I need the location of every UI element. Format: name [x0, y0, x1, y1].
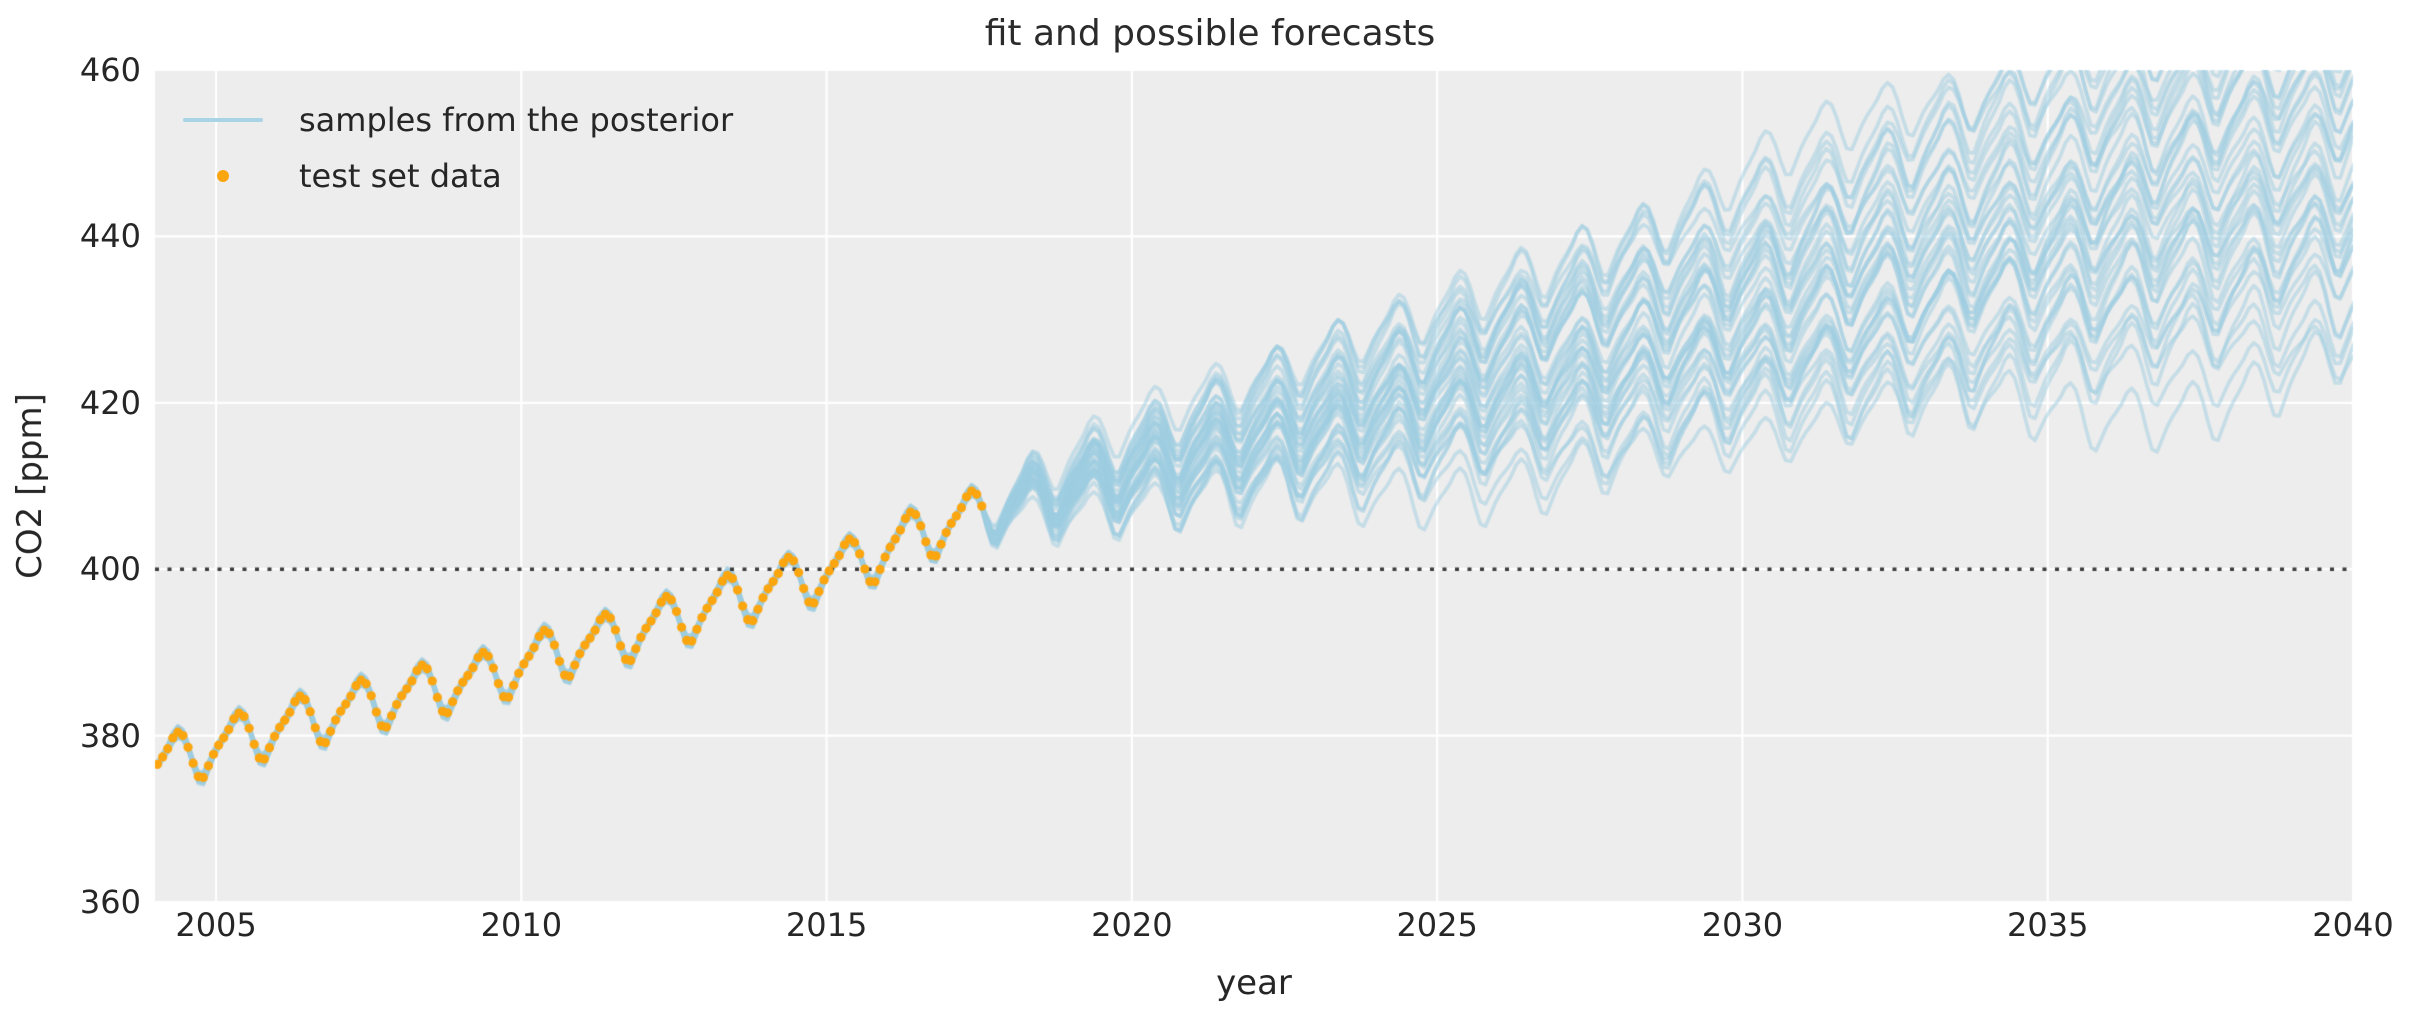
x-tick-label: 2015 [785, 906, 868, 944]
legend: samples from the posterior test set data [183, 92, 733, 204]
x-tick-label: 2020 [1091, 906, 1173, 944]
test-data-dot-swatch-box [183, 170, 263, 182]
y-tick-label: 440 [79, 217, 141, 256]
x-tick-label: 2025 [1396, 906, 1478, 944]
x-tick-label: 2035 [2007, 906, 2089, 944]
posterior-line-swatch [183, 118, 263, 122]
y-tick-label: 460 [79, 51, 141, 89]
y-tick-label: 400 [79, 550, 141, 589]
test-data-dot-swatch [217, 170, 229, 182]
x-tick-label: 2030 [1701, 906, 1784, 944]
y-tick-label: 360 [79, 883, 141, 921]
legend-item-posterior: samples from the posterior [183, 92, 733, 148]
y-tick-label: 380 [79, 716, 141, 755]
chart-title: fit and possible forecasts [984, 13, 1436, 54]
x-tick-label: 2010 [480, 906, 563, 944]
legend-item-test-data: test set data [183, 148, 733, 204]
legend-label-test-data: test set data [299, 157, 502, 195]
x-axis-label: year [1216, 963, 1292, 1003]
x-tick-label: 2005 [175, 906, 257, 944]
x-tick-label: 2040 [2312, 906, 2394, 944]
legend-label-posterior: samples from the posterior [299, 101, 734, 139]
posterior-line-swatch-box [183, 118, 263, 122]
y-tick-label: 420 [79, 383, 141, 422]
